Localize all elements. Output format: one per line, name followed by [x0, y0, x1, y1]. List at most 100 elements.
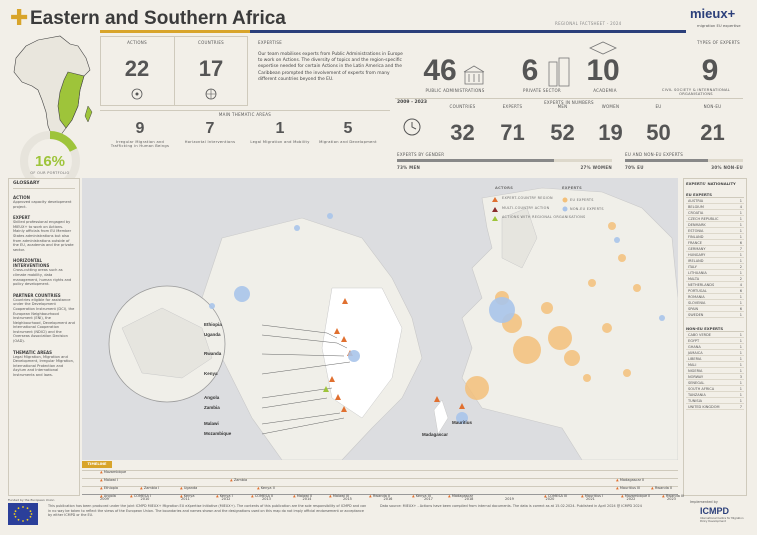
- nationality-row: PORTUGAL 6: [686, 288, 744, 294]
- nationality-row: NORWAY 3: [686, 374, 744, 380]
- callout-madagascar: Madagascar: [422, 432, 449, 437]
- thematic-label-legal: Legal Migration and Mobility: [250, 140, 310, 144]
- timeline-entry: ▲ Madagascar: [448, 494, 473, 498]
- timeline-year: 2023: [667, 497, 676, 501]
- nationality-count: 1: [739, 235, 742, 239]
- actions-label: ACTIONS: [127, 40, 147, 45]
- callout-ethiopia: Ethiopia: [204, 322, 222, 327]
- timeline-marker-icon: ▲: [651, 486, 655, 490]
- thematic-value-legal: 1: [275, 120, 285, 137]
- nationality-country: LITHUANIA: [688, 271, 707, 275]
- nationality-country: EGYPT: [688, 339, 700, 343]
- timeline-entry: ▲ Mozambique II: [621, 494, 650, 498]
- nationality-country: MALTA: [688, 277, 700, 281]
- timeline-entry-label: Kenya I: [219, 494, 233, 498]
- timeline-year: 2014: [302, 497, 312, 501]
- timeline-entry: ▲ COMESA II: [251, 494, 273, 498]
- timeline-entry-label: Kenya II: [260, 486, 275, 490]
- timeline-marker-icon: ▲: [180, 486, 184, 490]
- noneu-experts-list: CABO VERDE 1 EGYPT 1 GHANA 1 JAMAICA 1 LIBERIA 1 M…: [686, 332, 744, 410]
- accent-bar: [100, 30, 250, 33]
- legend-a3: ACTIONS WITH REGIONAL ORGANISATIONS: [502, 215, 586, 219]
- nationality-count: 1: [739, 313, 742, 317]
- legend-experts-title: EXPERTS: [562, 186, 583, 190]
- num-label-noneu: NON-EU: [703, 104, 722, 109]
- nationality-panel: EXPERTS' NATIONALITY EU EXPERTS AUSTRIA 1…: [683, 178, 747, 496]
- disclaimer-text: This publication has been produced under…: [48, 504, 367, 518]
- timeline-entry-label: Kenya: [183, 494, 195, 498]
- callout-malawi: Malawi: [204, 421, 219, 426]
- page-title: Eastern and Southern Africa: [30, 8, 286, 29]
- nationality-count: 7: [739, 247, 742, 251]
- thematic-value-horizontal: 7: [205, 120, 215, 137]
- map-drawing: [82, 178, 678, 460]
- glossary-text: Countries eligible for assistance under …: [13, 297, 75, 344]
- noneu-experts-title: NON-EU EXPERTS: [686, 326, 744, 332]
- type-value-public: 46: [423, 54, 457, 87]
- timeline-marker-icon: ▲: [100, 494, 104, 498]
- timeline-entry: ▲ Ethiopia: [100, 486, 118, 490]
- num-value-women: 19: [598, 120, 623, 145]
- nationality-count: 1: [739, 217, 742, 221]
- nationality-count: 3: [739, 375, 742, 379]
- nationality-country: SLOVENIA: [688, 301, 706, 305]
- timeline-entry-label: Malawi II: [296, 494, 313, 498]
- glossary-text: Legal Migration, Migration and Developme…: [13, 354, 75, 378]
- glossary-text: Skilled professional engaged by MIEUX+ t…: [13, 220, 74, 252]
- nationality-country: LIBERIA: [688, 357, 702, 361]
- nationality-row: GHANA 1: [686, 344, 744, 350]
- timeline-marker-icon: ▲: [216, 494, 220, 498]
- timeline-year: 2020: [545, 497, 555, 501]
- funded-label: Funded by the European Union: [8, 498, 55, 502]
- nationality-country: FRANCE: [688, 241, 702, 245]
- people-network-icon: [131, 88, 143, 100]
- thematic-label-horizontal: Horizontal Interventions: [184, 140, 236, 144]
- thematic-label-irregular: Irregular Migration and Trafficking in H…: [110, 140, 170, 148]
- timeline-entry-label: Rwanda II: [654, 486, 673, 490]
- men-pct-label: 73% MEN: [397, 165, 421, 170]
- timeline-entry-label: Kenya III: [415, 494, 431, 498]
- timeline-entry: ▲ COMESA III: [544, 494, 567, 498]
- nationality-count: 1: [739, 295, 742, 299]
- nationality-row: BELGIUM 4: [686, 204, 744, 210]
- timeline-marker-icon: ▲: [621, 494, 625, 498]
- implemented-label: Implemented by: [690, 500, 718, 504]
- nationality-row: LITHUANIA 1: [686, 270, 744, 276]
- nationality-country: ESTONIA: [688, 229, 704, 233]
- timeline-marker-icon: ▲: [448, 494, 452, 498]
- portfolio-label: OF OUR PORTFOLIO: [30, 171, 70, 175]
- report-subtitle: REGIONAL FACTSHEET - 2024: [555, 21, 622, 26]
- timeline-year: 2009: [100, 497, 109, 501]
- timeline-entry-label: Malawi III: [332, 494, 350, 498]
- timeline-year: 2018: [464, 497, 474, 501]
- nationality-count: 1: [739, 399, 742, 403]
- timeline-entry: ▲ Uganda: [180, 486, 197, 490]
- nationality-count: 1: [739, 211, 742, 215]
- timeline-entry: ▲ Rwanda III: [662, 494, 684, 498]
- nationality-row: JAMAICA 1: [686, 350, 744, 356]
- timeline-entry-label: Angola: [103, 494, 116, 498]
- callout-uganda: Uganda: [204, 332, 221, 337]
- nationality-country: HUNGARY: [688, 253, 706, 257]
- eu-label: EU AND NON-EU EXPERTS: [625, 152, 684, 157]
- nationality-row: MALTA 2: [686, 276, 744, 282]
- type-label-academia: ACADEMIA: [593, 88, 617, 93]
- timeline-entry: ▲ Angola: [100, 494, 116, 498]
- gender-bar-men: [397, 159, 554, 162]
- eu-flag-icon: [8, 503, 38, 525]
- timeline-entry-label: COMESA II: [254, 494, 274, 498]
- num-value-men: 52: [550, 120, 575, 145]
- timeline-marker-icon: ▲: [100, 486, 104, 490]
- callout-mauritius: Mauritius: [452, 420, 473, 425]
- nationality-row: LIBERIA 1: [686, 356, 744, 362]
- nationality-row: FRANCE 6: [686, 240, 744, 246]
- nationality-count: 1: [739, 229, 742, 233]
- nationality-country: CROATIA: [688, 211, 704, 215]
- nationality-count: 1: [739, 271, 742, 275]
- nationality-country: SWEDEN: [688, 313, 704, 317]
- nationality-count: 1: [739, 369, 742, 373]
- callout-mozambique: Mozambique: [204, 431, 232, 436]
- type-value-civil: 9: [701, 54, 719, 87]
- clock-icon: [403, 118, 421, 136]
- mieux-logo: mieux+: [690, 6, 736, 21]
